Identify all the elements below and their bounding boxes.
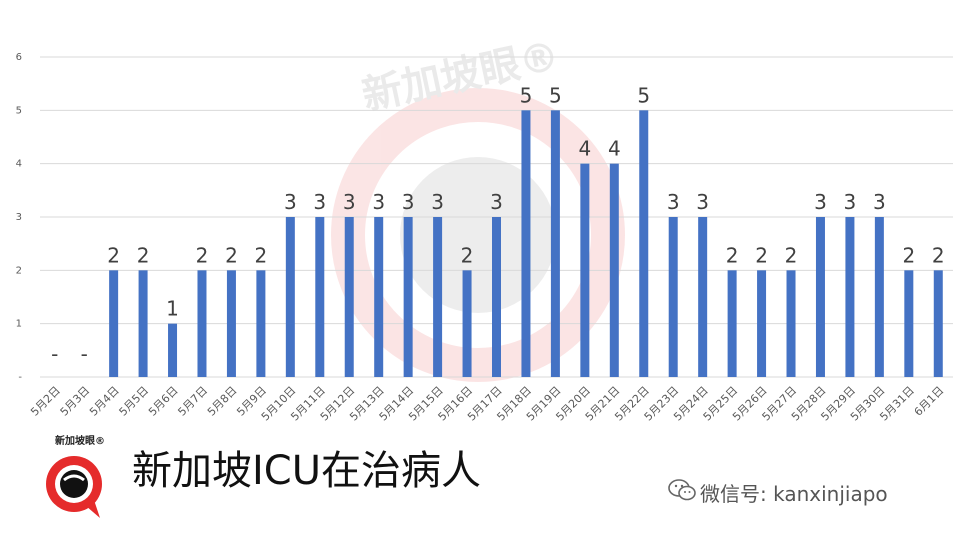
bar	[904, 270, 914, 377]
bar	[197, 270, 207, 377]
data-label: 1	[166, 297, 179, 321]
x-tick-label: 5月7日	[175, 384, 210, 419]
bar	[639, 110, 649, 377]
x-tick-label: 5月6日	[146, 384, 181, 419]
y-tick-label: 6	[16, 52, 22, 63]
data-label: 3	[667, 190, 680, 214]
y-axis: - 1 2 3 4 5 6	[16, 52, 23, 383]
bar	[668, 217, 678, 377]
bar	[815, 217, 825, 377]
data-label: 2	[785, 243, 798, 267]
wechat-icon	[668, 479, 696, 501]
data-label: 3	[431, 190, 444, 214]
bar	[109, 270, 119, 377]
bar	[757, 270, 767, 377]
x-tick-label: 6月1日	[912, 384, 947, 419]
bar	[315, 217, 325, 377]
bar	[874, 217, 884, 377]
bar	[698, 217, 708, 377]
bars	[109, 110, 943, 377]
data-label: 2	[755, 243, 768, 267]
y-tick-label: 4	[16, 159, 22, 170]
bar	[344, 217, 354, 377]
x-tick-label: 5月5日	[117, 384, 152, 419]
data-label: 5	[520, 83, 533, 107]
data-label: 2	[107, 243, 120, 267]
data-label: 5	[637, 83, 650, 107]
data-label: 3	[873, 190, 886, 214]
data-label: 3	[284, 190, 297, 214]
data-label: 3	[814, 190, 827, 214]
data-label: -	[51, 342, 58, 366]
bar	[168, 323, 178, 377]
x-tick-label: 5月4日	[87, 384, 122, 419]
data-label: 2	[461, 243, 474, 267]
data-label: 5	[549, 83, 562, 107]
data-label: 2	[932, 243, 945, 267]
bar	[521, 110, 531, 377]
data-label: 3	[343, 190, 356, 214]
x-tick-label: 5月8日	[205, 384, 240, 419]
bar	[727, 270, 737, 377]
chart-title: 新加坡ICU在治病人	[132, 448, 482, 494]
logo-tail-icon	[86, 500, 100, 518]
data-label: 3	[490, 190, 503, 214]
watermark: 新加坡眼®	[331, 33, 625, 382]
bar	[580, 163, 590, 377]
logo-eye-highlight-icon	[63, 474, 85, 482]
logo-text: 新加坡眼®	[55, 434, 105, 447]
data-label: 3	[844, 190, 857, 214]
y-tick-label: 1	[16, 319, 22, 330]
data-label: 3	[372, 190, 385, 214]
bar	[403, 217, 413, 377]
data-label: 3	[402, 190, 415, 214]
data-label: 2	[902, 243, 915, 267]
bar	[285, 217, 295, 377]
bar	[462, 270, 472, 377]
data-label: 4	[608, 137, 621, 161]
brand-logo: 新加坡眼®	[46, 434, 105, 518]
bar	[933, 270, 943, 377]
bar	[138, 270, 148, 377]
y-tick-label: 5	[16, 105, 22, 116]
bar	[609, 163, 619, 377]
bar	[550, 110, 560, 377]
x-axis: 5月2日5月3日5月4日5月5日5月6日5月7日5月8日5月9日5月10日5月1…	[28, 384, 946, 424]
logo-eye-icon	[60, 470, 88, 498]
data-label: 2	[137, 243, 150, 267]
x-tick-label: 5月3日	[58, 384, 93, 419]
bar	[433, 217, 443, 377]
data-label: 3	[696, 190, 709, 214]
data-label: 2	[255, 243, 268, 267]
gridlines	[40, 56, 953, 378]
y-tick-label: -	[18, 372, 22, 383]
wechat-id-label: 微信号: kanxinjiapo	[700, 482, 888, 506]
data-label: -	[81, 342, 88, 366]
bar	[845, 217, 855, 377]
y-tick-label: 2	[16, 265, 22, 276]
bar	[786, 270, 796, 377]
bar	[374, 217, 384, 377]
watermark-eye	[400, 157, 556, 313]
data-label: 2	[225, 243, 238, 267]
bar	[226, 270, 236, 377]
bar	[492, 217, 501, 377]
data-label: 2	[726, 243, 739, 267]
x-tick-label: 5月2日	[28, 384, 63, 419]
y-tick-label: 3	[16, 212, 22, 223]
data-label: 2	[196, 243, 209, 267]
data-label: 3	[313, 190, 326, 214]
bar	[256, 270, 266, 377]
data-label: 4	[578, 137, 591, 161]
